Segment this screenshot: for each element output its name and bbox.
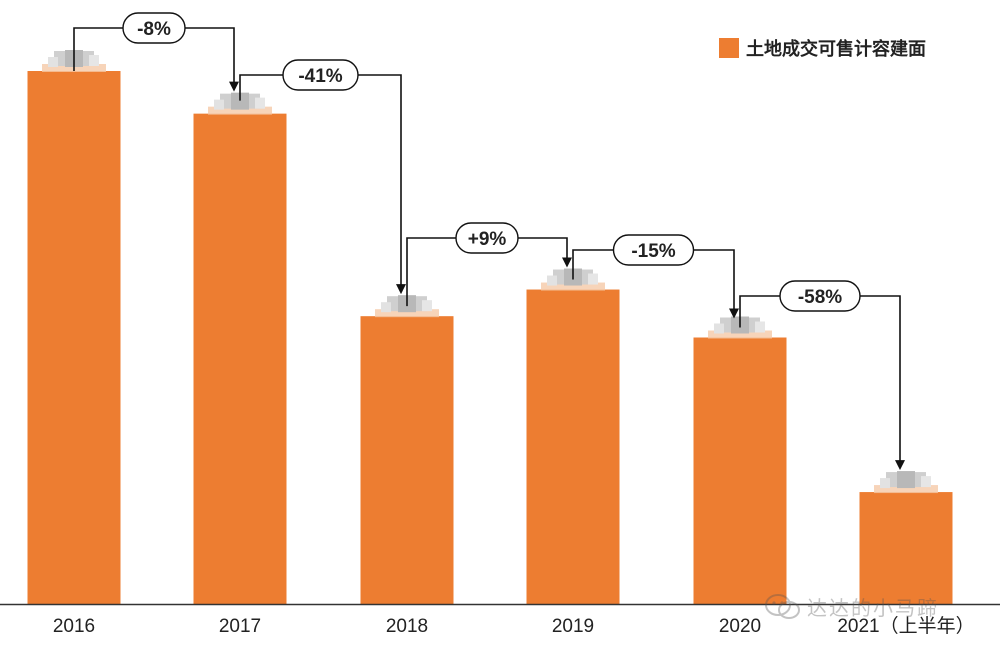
change-arrows-group: -8% -41% +9% -15% -58% [73, 12, 905, 471]
blurred-value-label-1 [208, 92, 272, 115]
change-pill-1 [282, 59, 359, 91]
change-arrow-2: +9% [406, 222, 572, 307]
change-pill-3 [612, 234, 695, 266]
change-pill-2 [455, 222, 519, 254]
x-tick-label-1: 2017 [219, 616, 261, 637]
watermark: 达达的小马蹄 [765, 592, 939, 621]
blurred-value-label-5 [874, 471, 938, 494]
change-label-2: +9% [468, 229, 507, 250]
watermark-text: 达达的小马蹄 [807, 596, 939, 620]
bars-group [27, 71, 953, 604]
change-arrow-3: -15% [572, 234, 739, 319]
x-axis-labels: 2016 2017 2018 2019 2020 2021（上半年） [53, 615, 975, 637]
legend-swatch [719, 38, 739, 58]
bar-4 [693, 337, 787, 604]
x-tick-label-4: 2020 [719, 616, 761, 637]
change-pill-0 [122, 12, 186, 44]
x-tick-label-3: 2019 [552, 616, 594, 637]
bar-0 [27, 71, 121, 604]
change-label-4: -58% [798, 287, 842, 308]
bar-5 [859, 492, 953, 604]
change-label-1: -41% [298, 66, 342, 87]
blurred-value-labels [42, 50, 938, 494]
bar-3 [526, 289, 620, 604]
x-tick-label-2: 2018 [386, 616, 428, 637]
change-arrow-0: -8% [73, 12, 239, 92]
change-arrow-1: -41% [239, 59, 406, 295]
change-pill-4 [779, 280, 861, 312]
change-label-0: -8% [137, 19, 171, 40]
wechat-icon [765, 593, 800, 619]
x-tick-label-5: 2021（上半年） [837, 615, 974, 637]
bar-2 [360, 316, 454, 604]
change-label-3: -15% [631, 241, 675, 262]
x-tick-label-0: 2016 [53, 616, 95, 637]
bar-1 [193, 113, 287, 604]
legend: 土地成交可售计容建面 [719, 38, 926, 59]
legend-label: 土地成交可售计容建面 [746, 38, 926, 59]
change-arrow-4: -58% [739, 280, 905, 471]
